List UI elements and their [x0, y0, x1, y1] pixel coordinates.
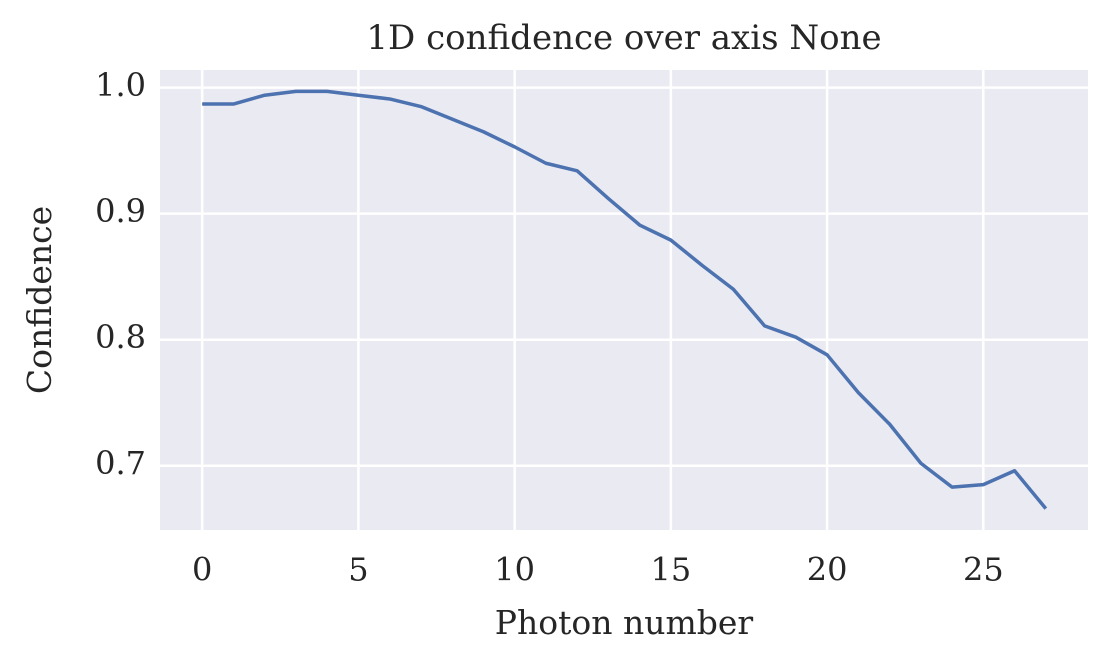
chart-title: 1D confidence over axis None	[366, 18, 881, 58]
y-tick-label: 0.9	[95, 192, 146, 230]
x-tick-label: 10	[494, 551, 535, 589]
data-line	[202, 89, 1048, 510]
y-tick-label: 0.7	[95, 444, 146, 482]
marks	[202, 89, 1048, 510]
y-axis-label: Confidence	[20, 206, 59, 394]
x-axis-label: Photon number	[495, 603, 754, 642]
y-tick-label: 0.8	[95, 318, 146, 356]
y-tick-label: 1.0	[95, 66, 146, 104]
x-tick-label: 15	[651, 551, 692, 589]
plot-area	[160, 70, 1088, 530]
x-tick-label: 25	[963, 551, 1004, 589]
x-tick-label: 5	[348, 551, 368, 589]
x-tick-label: 20	[807, 551, 848, 589]
x-tick-label: 0	[192, 551, 212, 589]
